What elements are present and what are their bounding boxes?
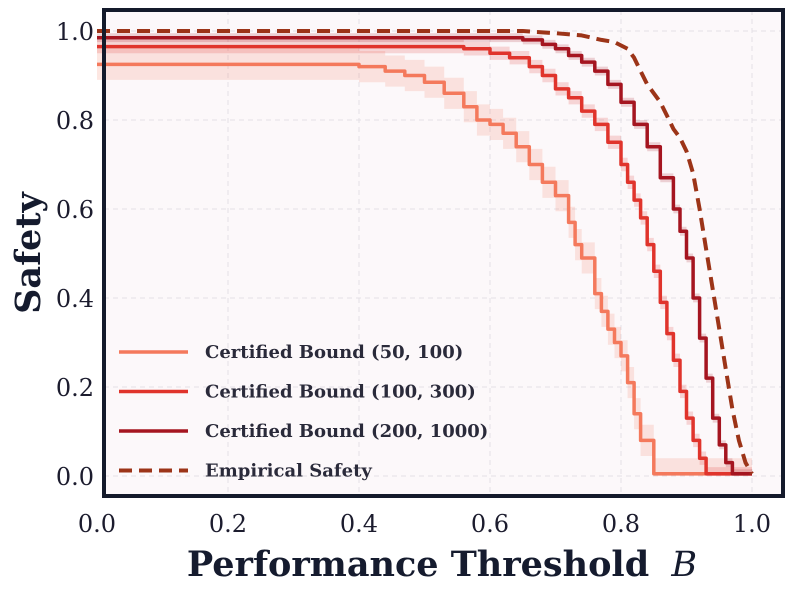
plot-frame <box>102 8 785 498</box>
x-tick-label: 0.2 <box>209 510 247 538</box>
x-axis-label: Performance Threshold B <box>187 544 697 585</box>
legend: Certified Bound (50, 100) Certified Bound… <box>119 342 488 482</box>
y-tick-label: 0.6 <box>56 196 94 224</box>
y-tick-label: 0.2 <box>56 374 94 402</box>
x-tick-label: 0.8 <box>602 510 640 538</box>
legend-label-1: Certified Bound (50, 100) <box>205 342 463 363</box>
y-tick-label: 1.0 <box>56 18 94 46</box>
y-tick-label: 0.4 <box>56 285 94 313</box>
legend-label-3: Certified Bound (200, 1000) <box>205 421 488 442</box>
y-tick-label: 0.0 <box>56 463 94 491</box>
x-tick-label: 0.0 <box>78 510 116 538</box>
y-tick-label: 0.8 <box>56 107 94 135</box>
y-axis-label: Safety <box>8 190 49 313</box>
series-line-4 <box>97 29 754 475</box>
x-axis-label-text: Performance Threshold <box>187 544 649 585</box>
x-axis-label-symbol: B <box>670 545 697 585</box>
x-tick-label: 0.6 <box>471 510 509 538</box>
series-line-3 <box>97 35 752 476</box>
legend-label-4: Empirical Safety <box>205 461 372 482</box>
x-axis-ticks: 0.0 0.2 0.4 0.6 0.8 1.0 <box>78 510 771 538</box>
series-line-2 <box>97 44 752 476</box>
series-line-1 <box>97 62 752 476</box>
x-tick-label: 0.4 <box>340 510 378 538</box>
x-tick-label: 1.0 <box>733 510 771 538</box>
legend-label-2: Certified Bound (100, 300) <box>205 382 476 403</box>
y-axis-ticks: 0.0 0.2 0.4 0.6 0.8 1.0 <box>56 18 94 491</box>
series-lines <box>97 29 754 476</box>
